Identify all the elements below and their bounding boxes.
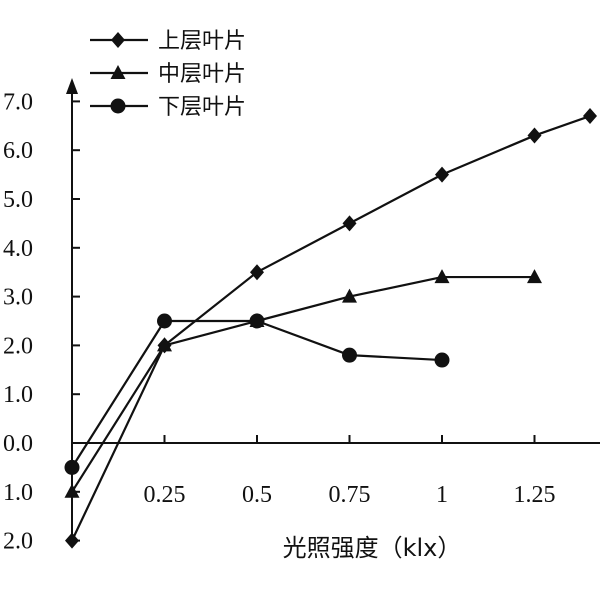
x-tick-label: 1.25: [514, 482, 556, 508]
data-point-diamond: [65, 532, 79, 549]
x-tick-label: 0.25: [144, 482, 186, 508]
data-point-diamond: [435, 166, 449, 183]
series-markers: [64, 108, 597, 549]
y-tick-label: 5.0: [3, 187, 33, 213]
y-tick-label: 1.0: [3, 382, 33, 408]
x-tick-label: 0.75: [329, 482, 371, 508]
series-lines: [71, 115, 591, 542]
y-tick-label: 1.0: [3, 480, 33, 506]
y-tick-label: 2.0: [3, 333, 33, 359]
series-line-3: [71, 319, 443, 468]
legend-label: 中层叶片: [158, 62, 246, 87]
legend-label: 下层叶片: [158, 95, 246, 120]
data-point-circle: [434, 352, 450, 368]
data-point-triangle: [64, 483, 80, 498]
legend-label: 上层叶片: [158, 29, 246, 54]
x-axis: 0.25 0.5 0.75 1 1.25: [72, 435, 600, 508]
y-tick-label: 7.0: [3, 89, 33, 115]
data-point-diamond: [527, 127, 542, 144]
legend-triangle-icon: [110, 65, 126, 79]
x-axis-title: 光照强度（klx）: [283, 534, 462, 562]
series-line-1: [71, 115, 591, 542]
data-point-circle: [157, 313, 172, 329]
y-tick-label: 3.0: [3, 285, 33, 311]
data-point-diamond: [250, 264, 264, 281]
data-point-triangle: [434, 269, 450, 284]
data-point-triangle: [342, 288, 357, 303]
data-point-circle: [64, 459, 80, 475]
x-tick-label: 0.5: [242, 482, 272, 508]
legend-diamond-icon: [111, 32, 125, 48]
y-tick-label: 4.0: [3, 236, 33, 262]
y-axis: 2.0 1.0 0.0 1.0 2.0 3.0 4.0 5.0 6.0 7.0: [3, 78, 80, 555]
data-point-triangle: [527, 269, 542, 284]
x-tick-label: 1: [436, 482, 448, 508]
data-point-diamond: [583, 108, 597, 125]
data-point-triangle: [157, 337, 172, 352]
data-point-circle: [249, 313, 265, 329]
y-axis-arrow-icon: [66, 78, 78, 94]
y-tick-label: 2.0: [3, 529, 33, 555]
y-tick-label: 6.0: [3, 138, 33, 164]
series-line-2: [71, 275, 535, 493]
data-point-circle: [342, 347, 357, 363]
legend-circle-icon: [110, 98, 126, 114]
y-tick-label: 0.0: [3, 431, 33, 457]
data-point-diamond: [342, 215, 357, 232]
